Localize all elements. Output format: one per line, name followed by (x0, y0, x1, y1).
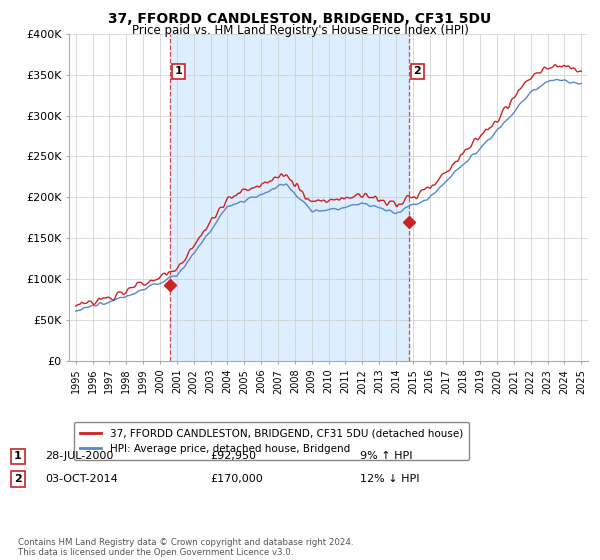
Text: Price paid vs. HM Land Registry's House Price Index (HPI): Price paid vs. HM Land Registry's House … (131, 24, 469, 36)
Text: 12% ↓ HPI: 12% ↓ HPI (360, 474, 419, 484)
Text: 2: 2 (413, 66, 421, 76)
Text: 2: 2 (14, 474, 22, 484)
Text: 37, FFORDD CANDLESTON, BRIDGEND, CF31 5DU: 37, FFORDD CANDLESTON, BRIDGEND, CF31 5D… (109, 12, 491, 26)
Text: 28-JUL-2000: 28-JUL-2000 (45, 451, 113, 461)
Text: 1: 1 (175, 66, 182, 76)
Text: Contains HM Land Registry data © Crown copyright and database right 2024.
This d: Contains HM Land Registry data © Crown c… (18, 538, 353, 557)
Legend: 37, FFORDD CANDLESTON, BRIDGEND, CF31 5DU (detached house), HPI: Average price, : 37, FFORDD CANDLESTON, BRIDGEND, CF31 5D… (74, 422, 469, 460)
Text: 1: 1 (14, 451, 22, 461)
Text: 9% ↑ HPI: 9% ↑ HPI (360, 451, 413, 461)
Text: £92,950: £92,950 (210, 451, 256, 461)
Text: 03-OCT-2014: 03-OCT-2014 (45, 474, 118, 484)
Bar (170, 34, 409, 361)
Text: £170,000: £170,000 (210, 474, 263, 484)
